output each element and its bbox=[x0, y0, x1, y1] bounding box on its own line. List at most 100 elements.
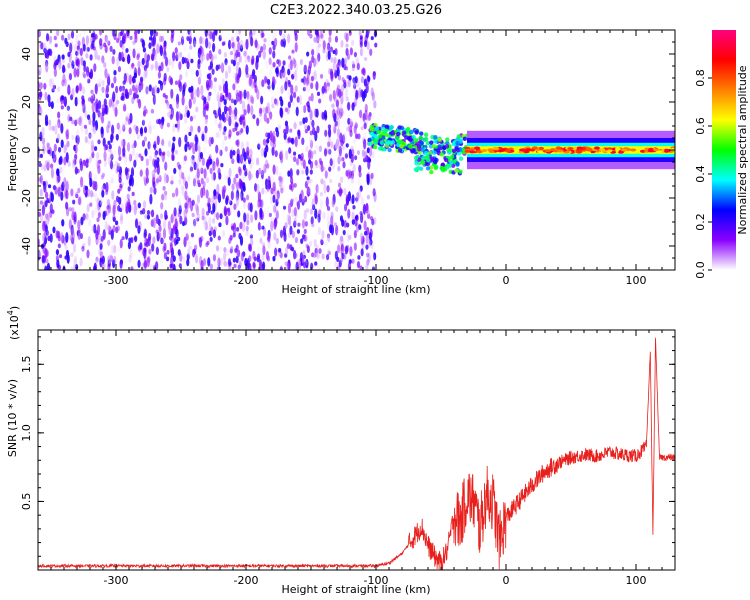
heatmap-cell bbox=[243, 89, 247, 100]
heatmap-cell bbox=[214, 30, 218, 36]
heatmap-cell bbox=[233, 177, 237, 185]
heatmap-cell bbox=[223, 185, 227, 194]
heatmap-cell bbox=[194, 88, 198, 97]
heatmap-cell bbox=[278, 182, 282, 187]
heatmap-cell bbox=[337, 166, 341, 172]
heatmap-cell bbox=[246, 212, 250, 223]
heatmap-cell bbox=[430, 156, 435, 161]
heatmap-cell bbox=[109, 149, 113, 160]
heatmap-cell bbox=[154, 60, 159, 71]
heatmap-cell bbox=[258, 50, 262, 58]
heatmap-cell bbox=[368, 141, 373, 146]
heatmap-cell bbox=[169, 263, 173, 269]
heatmap-cell bbox=[120, 30, 125, 36]
heatmap-cell bbox=[361, 91, 366, 102]
heatmap-cell bbox=[144, 68, 148, 78]
heatmap-cell bbox=[216, 212, 220, 221]
heatmap-cell bbox=[301, 195, 305, 203]
heatmap-cell bbox=[240, 189, 244, 201]
heatmap-cell bbox=[150, 53, 154, 61]
heatmap-cell bbox=[178, 263, 182, 269]
heatmap-cell bbox=[112, 104, 116, 112]
heatmap-cell bbox=[45, 33, 50, 42]
heatmap-cell bbox=[172, 51, 176, 62]
heatmap-cell bbox=[354, 215, 359, 220]
heatmap-cell bbox=[288, 184, 293, 191]
heatmap-cell bbox=[329, 46, 333, 53]
x-tick-label: 0 bbox=[503, 574, 510, 587]
heatmap-cell bbox=[183, 82, 187, 89]
heatmap-cell bbox=[433, 165, 438, 171]
heatmap-cell bbox=[328, 36, 332, 43]
heatmap-cell bbox=[504, 149, 511, 153]
heatmap-cell bbox=[334, 142, 338, 149]
heatmap-cell bbox=[107, 120, 111, 129]
heatmap-cell bbox=[171, 30, 175, 39]
heatmap-cell bbox=[45, 213, 49, 220]
heatmap-cell bbox=[369, 48, 373, 56]
heatmap-cell bbox=[289, 244, 293, 251]
heatmap-cell bbox=[199, 45, 203, 55]
heatmap-cell bbox=[154, 151, 158, 159]
heatmap-cell bbox=[234, 30, 239, 38]
heatmap-cell bbox=[262, 43, 267, 51]
heatmap-cell bbox=[337, 229, 341, 239]
heatmap-cell bbox=[65, 201, 69, 210]
heatmap-cell bbox=[294, 136, 298, 148]
heatmap-cell bbox=[117, 123, 121, 129]
heatmap-cell bbox=[118, 51, 122, 62]
heatmap-cell bbox=[263, 163, 267, 174]
heatmap-cell bbox=[154, 95, 158, 104]
heatmap-cell bbox=[236, 74, 240, 84]
heatmap-cell bbox=[176, 52, 180, 59]
heatmap-cell bbox=[291, 73, 295, 79]
snr-plot-area bbox=[38, 337, 675, 570]
heatmap-cell bbox=[129, 112, 133, 124]
heatmap-cell bbox=[161, 155, 165, 164]
heatmap-cell bbox=[305, 258, 309, 269]
heatmap-cell bbox=[274, 37, 278, 47]
heatmap-cell bbox=[61, 64, 66, 74]
heatmap-cell bbox=[360, 196, 364, 206]
heatmap-cell bbox=[236, 249, 241, 258]
heatmap-cell bbox=[307, 30, 311, 37]
heatmap-cell bbox=[149, 263, 153, 270]
heatmap-cell bbox=[306, 179, 310, 185]
heatmap-cell bbox=[332, 61, 336, 71]
heatmap-cell bbox=[164, 190, 168, 196]
heatmap-cell bbox=[178, 168, 183, 180]
heatmap-cell bbox=[298, 94, 303, 105]
heatmap-cell bbox=[326, 82, 330, 92]
heatmap-cell bbox=[258, 140, 262, 149]
heatmap-cell bbox=[143, 237, 147, 244]
heatmap-cell bbox=[211, 172, 215, 182]
heatmap-cell bbox=[50, 167, 55, 179]
heatmap-cell bbox=[285, 124, 289, 135]
heatmap-cell bbox=[170, 227, 174, 239]
heatmap-cell bbox=[127, 241, 132, 250]
heatmap-cell bbox=[356, 261, 361, 269]
heatmap-cell bbox=[247, 55, 251, 63]
heatmap-cell bbox=[308, 136, 313, 144]
heatmap-cell bbox=[143, 228, 147, 238]
heatmap-cell bbox=[99, 243, 103, 250]
heatmap-cell bbox=[315, 30, 319, 36]
heatmap-cell bbox=[319, 198, 323, 210]
heatmap-cell bbox=[338, 95, 342, 106]
heatmap-cell bbox=[309, 240, 313, 247]
heatmap-cell bbox=[295, 106, 299, 117]
heatmap-cell bbox=[53, 143, 57, 152]
heatmap-cell bbox=[276, 193, 280, 203]
heatmap-cell bbox=[305, 165, 309, 176]
heatmap-cell bbox=[370, 113, 374, 120]
heatmap-cell bbox=[326, 206, 331, 211]
heatmap-cell bbox=[46, 212, 51, 222]
heatmap-cell bbox=[39, 131, 43, 142]
heatmap-cell bbox=[156, 43, 160, 54]
heatmap-cell bbox=[188, 131, 192, 137]
heatmap-cell bbox=[303, 80, 308, 91]
heatmap-cell bbox=[310, 75, 315, 82]
heatmap-cell bbox=[101, 86, 105, 93]
heatmap-cell bbox=[173, 207, 177, 217]
heatmap-cell bbox=[144, 52, 148, 63]
